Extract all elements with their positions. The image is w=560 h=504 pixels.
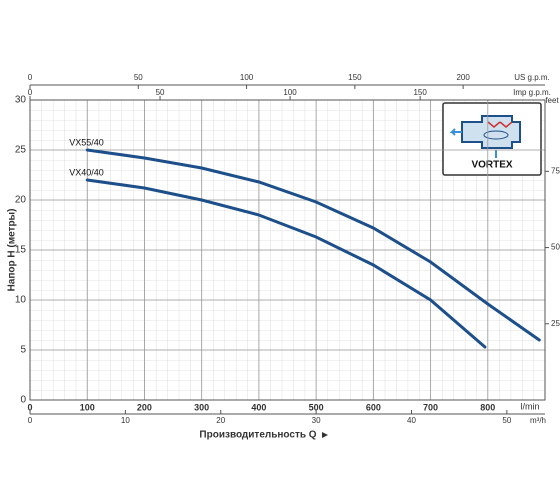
tick-label: 0 [28,88,33,97]
tick-label: 150 [413,88,427,97]
y2-tick-label: 25 [551,319,560,328]
curve [85,148,541,342]
tick-label: 20 [216,416,225,425]
tick-label: 150 [348,73,362,82]
y-tick-label: 10 [15,295,27,306]
tick-label: 200 [456,73,470,82]
tick-label: 0 [28,416,33,425]
x-tick-label: 800 [480,402,495,412]
y2-tick-label: 50 [551,243,560,252]
x-tick-label: 300 [194,402,209,412]
x4-label: m³/h [530,416,546,425]
tick-label: 0 [28,73,33,82]
tick-label: 50 [156,88,165,97]
x2-label: US g.p.m. [514,73,550,82]
x-axis-label: Производительность Q [199,430,316,441]
x-arrow [322,432,328,438]
series-label: VX55/40 [69,137,104,147]
y-tick-label: 15 [15,245,27,256]
inset: VORTEX [442,102,542,176]
tick-label: 40 [407,416,416,425]
series-label: VX40/40 [69,167,104,177]
x-tick-label: 0 [27,402,32,412]
y2-tick-label: 75 [551,166,560,175]
tick-label: 30 [312,416,321,425]
y-axis-label: Напор H (метры) [7,209,18,292]
tick-label: 50 [134,73,143,82]
tick-label: 100 [283,88,297,97]
tick-label: 50 [502,416,511,425]
y-tick-label: 5 [20,345,26,356]
curve [85,178,487,349]
y-tick-label: 0 [20,395,26,406]
inset-label: VORTEX [471,160,512,171]
y-tick-label: 20 [15,195,27,206]
x-unit: l/min [520,401,539,411]
x-tick-label: 200 [137,402,152,412]
x3-label: Imp g.p.m. [513,88,551,97]
y-tick-label: 30 [15,95,27,106]
tick-label: 10 [121,416,130,425]
x-tick-label: 500 [309,402,324,412]
y-tick-label: 25 [15,145,27,156]
x-tick-label: 600 [366,402,381,412]
x-tick-label: 700 [423,402,438,412]
x-tick-label: 100 [80,402,95,412]
y2-label: feet [545,96,559,105]
x-tick-label: 400 [251,402,266,412]
tick-label: 100 [240,73,254,82]
